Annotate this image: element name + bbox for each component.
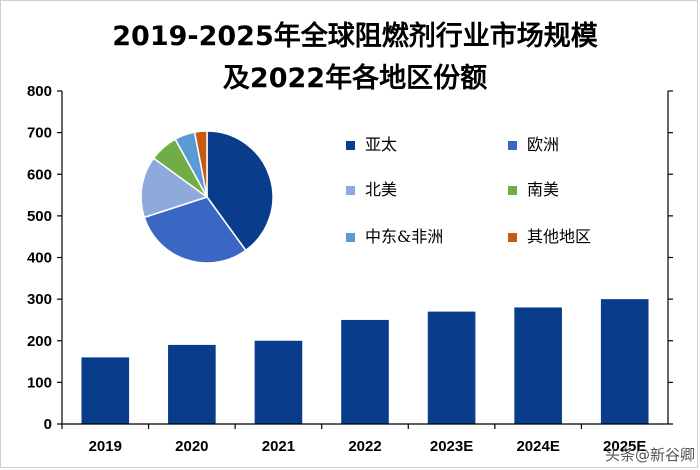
- legend-label-0: 亚太: [365, 135, 397, 154]
- x-tick-label-2020: 2020: [175, 438, 208, 455]
- legend-label-5: 其他地区: [527, 227, 591, 246]
- legend-swatch-1: [508, 141, 517, 150]
- x-tick-label-2022: 2022: [348, 438, 381, 455]
- legend-swatch-2: [346, 186, 355, 195]
- axes: 0 100 200 300 400 500 600 700 800 2019 2020 2021 202…: [27, 83, 673, 455]
- bar-series: [81, 299, 649, 424]
- y-tick-label: 400: [27, 250, 52, 267]
- bar-2020: [168, 344, 216, 424]
- legend-swatch-3: [508, 186, 517, 195]
- pie-slice-0: [206, 130, 274, 252]
- y-tick-label: 100: [27, 374, 52, 391]
- legend-swatch-4: [346, 233, 355, 242]
- x-tick-label-2024E: 2024E: [516, 438, 559, 455]
- bar-2023E: [427, 311, 476, 424]
- y-tick-label: 300: [27, 291, 52, 308]
- pie-slice-1: [143, 196, 247, 264]
- bar-2022: [341, 319, 389, 424]
- x-tick-label-2021: 2021: [262, 438, 295, 455]
- chart-title-line2: 及2022年各地区份额: [223, 62, 487, 94]
- x-tick-label-2025E: 2025E: [603, 438, 646, 455]
- y-tick-label: 600: [27, 166, 52, 183]
- bar-2021: [254, 340, 303, 424]
- y-tick-label: 200: [27, 333, 52, 350]
- x-tick-label-2019: 2019: [89, 438, 122, 455]
- pie-chart: [140, 130, 274, 264]
- bar-2024E: [514, 307, 562, 424]
- legend-swatch-0: [346, 141, 355, 150]
- y-tick-label: 500: [27, 208, 52, 225]
- watermark-text: 头条@新谷卿: [605, 446, 695, 464]
- pie-slice-2: [140, 157, 209, 219]
- y-tick-label: 700: [27, 125, 52, 142]
- legend-label-4: 中东&非洲: [365, 227, 443, 246]
- legend-label-3: 南美: [527, 180, 559, 199]
- legend-label-1: 欧洲: [527, 135, 559, 154]
- chart-title-line1: 2019-2025年全球阻燃剂行业市场规模: [112, 20, 598, 52]
- y-tick-label: 0: [44, 416, 52, 433]
- pie-slice-5: [193, 130, 208, 198]
- y-tick-label: 800: [27, 83, 52, 100]
- legend-label-2: 北美: [365, 180, 397, 199]
- bar-2025E: [600, 299, 649, 424]
- legend-swatch-5: [508, 233, 517, 242]
- x-tick-label-2023E: 2023E: [430, 438, 473, 455]
- bar-2019: [81, 357, 130, 424]
